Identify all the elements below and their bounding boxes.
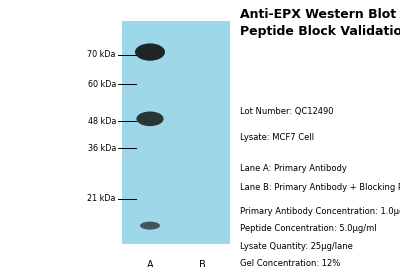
Text: Gel Concentration: 12%: Gel Concentration: 12% xyxy=(240,259,340,267)
Text: Lane A: Primary Antibody: Lane A: Primary Antibody xyxy=(240,164,347,173)
Text: B: B xyxy=(199,260,205,267)
Text: 70 kDa: 70 kDa xyxy=(88,50,116,59)
Text: Peptide Concentration: 5.0μg/ml: Peptide Concentration: 5.0μg/ml xyxy=(240,224,377,233)
Text: 48 kDa: 48 kDa xyxy=(88,117,116,126)
Ellipse shape xyxy=(135,43,165,61)
Text: Primary Antibody Concentration: 1.0μg/ml: Primary Antibody Concentration: 1.0μg/ml xyxy=(240,207,400,216)
Text: A: A xyxy=(147,260,153,267)
Text: 21 kDa: 21 kDa xyxy=(88,194,116,203)
Text: Lysate Quantity: 25μg/lane: Lysate Quantity: 25μg/lane xyxy=(240,242,353,251)
Ellipse shape xyxy=(140,222,160,230)
Bar xyxy=(122,21,230,244)
Text: Anti-EPX Western Blot &
Peptide Block Validation: Anti-EPX Western Blot & Peptide Block Va… xyxy=(240,8,400,37)
Text: Lysate: MCF7 Cell: Lysate: MCF7 Cell xyxy=(240,134,314,143)
Text: 36 kDa: 36 kDa xyxy=(88,144,116,153)
Text: Lot Number: QC12490: Lot Number: QC12490 xyxy=(240,107,334,116)
Text: Lane B: Primary Antibody + Blocking Peptide: Lane B: Primary Antibody + Blocking Pept… xyxy=(240,183,400,192)
Ellipse shape xyxy=(136,111,164,126)
Text: 60 kDa: 60 kDa xyxy=(88,80,116,89)
